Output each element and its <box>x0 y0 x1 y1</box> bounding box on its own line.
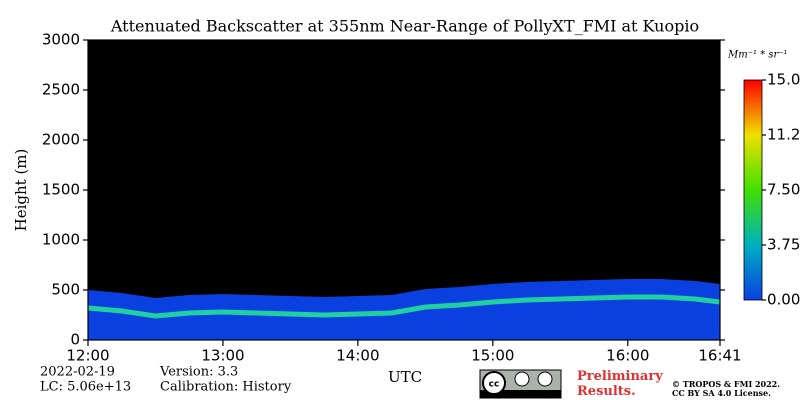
calibration: Calibration: History <box>160 380 292 395</box>
preliminary: Preliminary Results. <box>577 369 663 399</box>
lc: LC: 5.06e+13 <box>40 380 131 395</box>
y-tick-label: 1000 <box>42 231 80 249</box>
y-tick-label: 2500 <box>42 81 80 99</box>
colorbar-tick-label: 3.75 <box>767 236 800 254</box>
colorbar-tick-label: 7.50 <box>767 181 800 199</box>
colorbar <box>743 79 763 301</box>
x-tick-label: 15:00 <box>471 347 514 365</box>
copyright: © TROPOS & FMI 2022. <box>672 379 780 389</box>
x-tick-label: 16:00 <box>606 347 649 365</box>
version: Version: 3.3 <box>159 365 238 380</box>
colorbar-label: Mm⁻¹ * sr⁻¹ <box>727 50 788 61</box>
license: CC BY SA 4.0 License. <box>672 388 771 398</box>
svg-text:cc: cc <box>489 380 500 390</box>
x-axis-label: UTC <box>388 368 422 386</box>
cc-badge: cc <box>479 369 562 399</box>
y-axis-label: Height (m) <box>12 149 30 232</box>
y-tick-label: 0 <box>70 331 80 349</box>
y-tick-label: 500 <box>51 281 80 299</box>
x-tick-label: 14:00 <box>336 347 379 365</box>
colorbar-tick-label: 0.00 <box>767 291 800 309</box>
y-tick-label: 1500 <box>42 181 80 199</box>
y-tick-label: 2000 <box>42 131 80 149</box>
date: 2022-02-19 <box>40 365 115 380</box>
colorbar-tick-label: 15.00 <box>767 71 800 89</box>
chart-title: Attenuated Backscatter at 355nm Near-Ran… <box>110 17 699 36</box>
aerosol-layer <box>87 294 720 319</box>
y-tick-label: 3000 <box>42 31 80 49</box>
x-tick-label: 12:00 <box>66 347 109 365</box>
x-tick-label: 13:00 <box>201 347 244 365</box>
x-tick-label: 16:41 <box>698 347 741 365</box>
colorbar-tick-label: 11.25 <box>767 126 800 144</box>
